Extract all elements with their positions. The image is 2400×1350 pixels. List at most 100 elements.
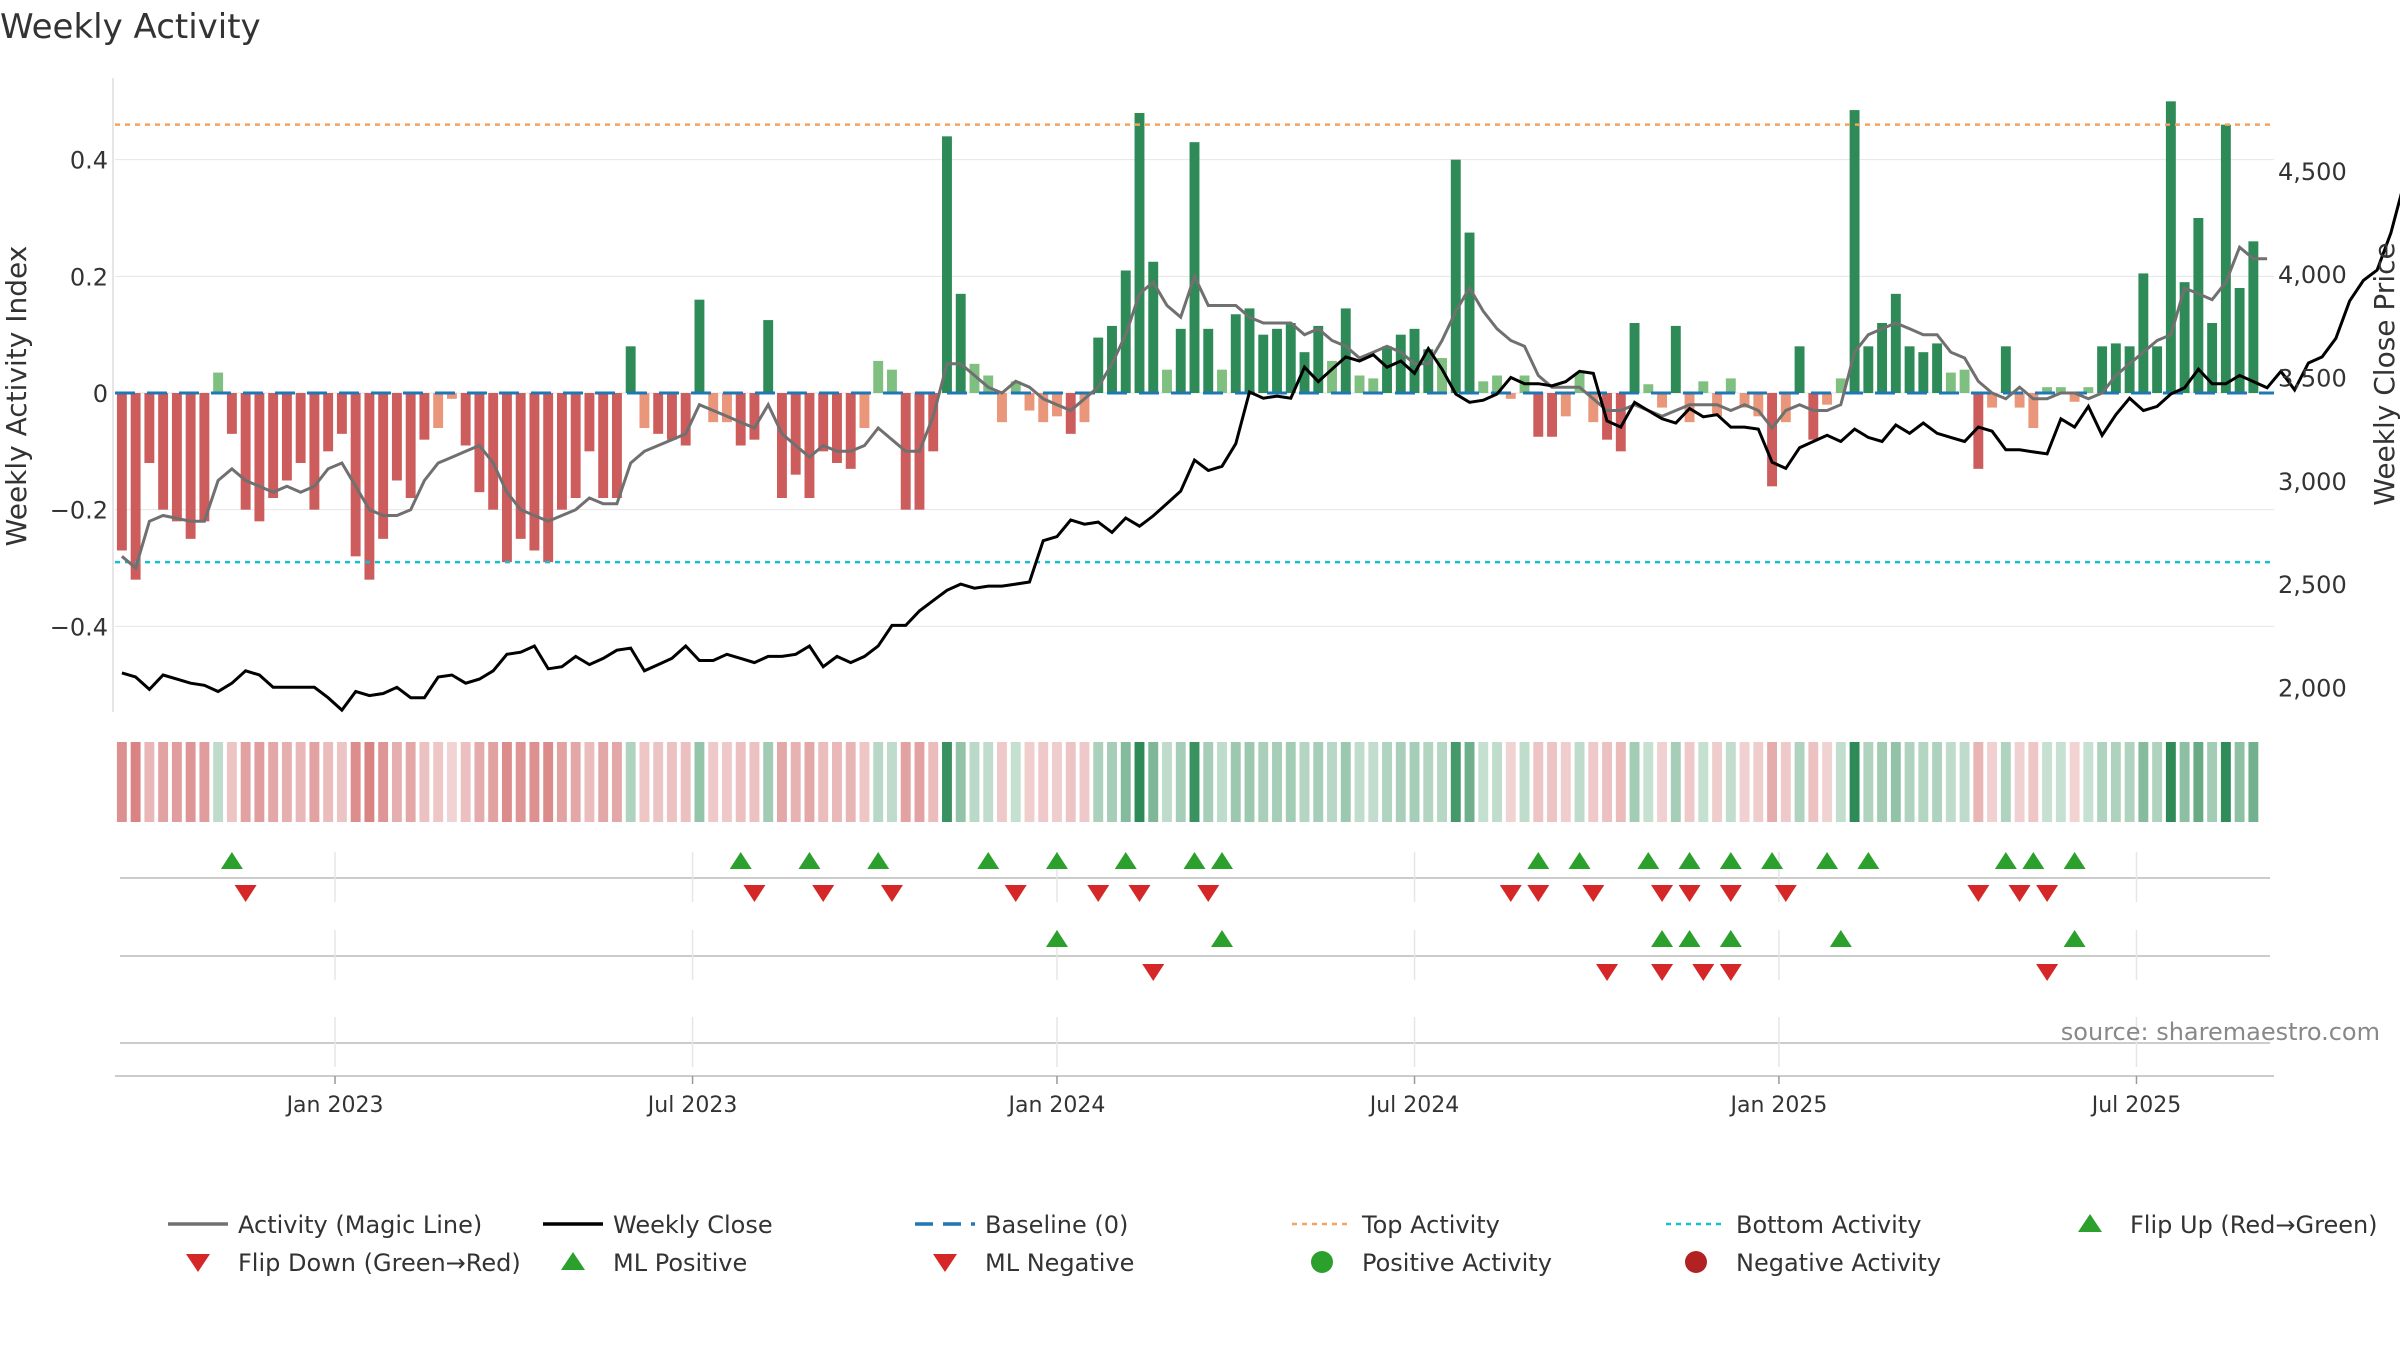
activity-bar [488,393,499,510]
flip-down-marker [1499,885,1522,902]
ml-positive-marker [1211,930,1234,947]
activity-bar [1382,346,1392,393]
ml-negative-marker [1596,964,1619,981]
strip-cell [1547,742,1557,822]
left-tick-label: 0.4 [70,147,108,175]
ml-positive-marker [1719,930,1742,947]
activity-bar [2207,323,2218,393]
legend-item: ML Negative [933,1249,1134,1277]
strip-cell [1739,742,1750,822]
activity-bar [295,393,306,463]
activity-bar [2055,387,2066,393]
activity-bar [570,393,581,498]
strip-cell [529,742,540,822]
flip-up-marker [2063,852,2086,869]
strip-cell [1629,742,1640,822]
flip-down-marker [1582,885,1605,902]
activity-bar [1258,334,1269,393]
activity-bar [2083,387,2094,393]
strip-cell [2138,742,2149,822]
activity-bar [1217,369,1227,393]
ml-negative-marker [1651,964,1674,981]
activity-bar [1340,308,1351,393]
strip-cell [1010,742,1021,822]
strip-cell [2179,742,2190,822]
legend: Activity (Magic Line) Weekly Close Baselin… [168,1211,2378,1277]
strip-cell [680,742,691,822]
ml-negative-marker [1142,964,1165,981]
x-tick-label: Jul 2025 [2090,1093,2182,1118]
legend-swatch [561,1252,585,1270]
activity-bar [1272,328,1282,393]
ml-positive-marker [1678,930,1701,947]
activity-bar [1395,334,1406,393]
strip-cell [1918,742,1929,822]
activity-bar [666,393,677,440]
strip-cell [1932,742,1943,822]
activity-bar [1148,261,1159,393]
right-tick-label: 2,500 [2278,571,2347,599]
weekly-close-line [121,192,2400,713]
activity-bar [955,293,966,393]
strip-cell [501,742,512,822]
strip-cell [694,742,705,822]
activity-bar [1162,369,1172,393]
activity-bar [1079,393,1090,423]
activity-bar [144,393,155,463]
strip-cell [1959,742,1970,822]
activity-bar [419,393,430,440]
strip-cell [543,742,554,822]
activity-bar [1959,369,1970,393]
strip-cell [1574,742,1585,822]
activity-bar [763,320,774,393]
activity-bar [1890,293,1901,393]
activity-bar [1780,393,1791,423]
ml-positive-marker [1651,930,1674,947]
strip-cell [942,742,952,822]
activity-bar [1010,381,1021,393]
activity-bar [1175,328,1186,393]
flip-up-marker [1719,852,1742,869]
activity-bar [2165,101,2176,393]
strip-cell [323,742,334,822]
activity-bar [268,393,279,498]
activity-bar [1822,393,1833,405]
activity-bar [1670,325,1681,393]
activity-bar [777,393,787,498]
activity-bar [2248,241,2259,393]
activity-bar [2124,346,2135,393]
strip-cell [1657,742,1668,822]
strip-cell [955,742,966,822]
flip-down-marker [743,885,766,902]
activity-bar [364,393,375,580]
activity-bar [1725,378,1736,393]
activity-bar [2028,393,2039,428]
activity-bar [1547,393,1557,437]
strip-cell [1052,742,1062,822]
strip-cell [2193,742,2204,822]
activity-bar [1107,325,1117,393]
activity-bar [983,375,994,393]
flip-down-marker [1719,885,1742,902]
strip-cell [887,742,897,822]
flip-down-marker [812,885,835,902]
strip-cell [1725,742,1736,822]
strip-cell [446,742,457,822]
activity-bar [336,393,347,434]
strip-cell [763,742,774,822]
strip-cell [721,742,732,822]
strip-cell [158,742,169,822]
flip-down-marker [1651,885,1674,902]
activity-bar [1354,375,1365,393]
activity-bar [1574,372,1585,393]
strip-cell [226,742,237,822]
strip-cell [240,742,251,822]
activity-bar [529,393,540,551]
activity-bar [1065,393,1076,434]
strip-cell [1519,742,1530,822]
activity-bar [1533,393,1544,437]
strip-cell [515,742,526,822]
strip-cell [625,742,636,822]
flip-up-marker [977,852,1000,869]
right-tick-label: 3,000 [2278,468,2347,496]
